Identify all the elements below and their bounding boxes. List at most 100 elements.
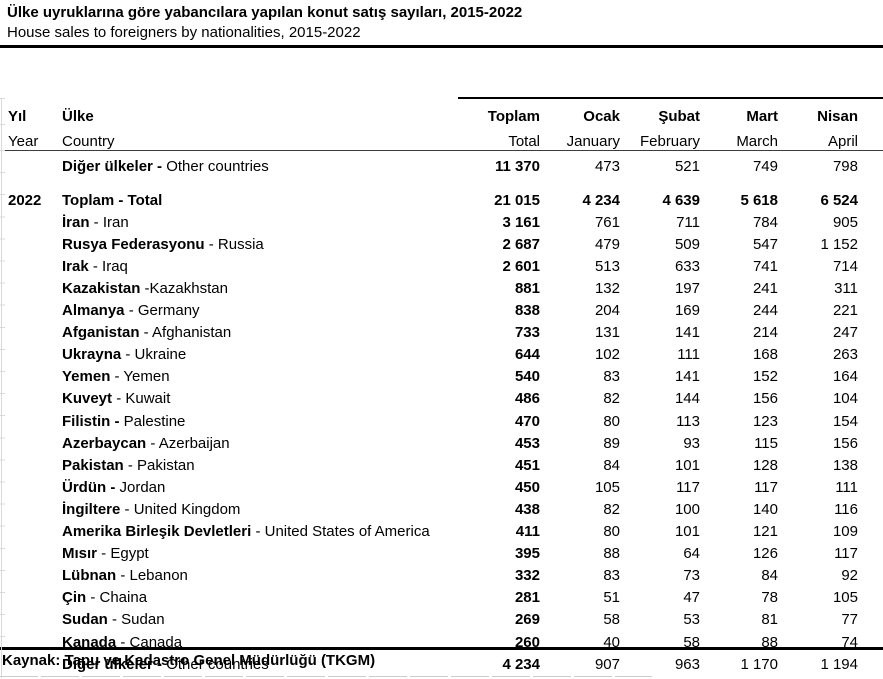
table-row: İran - Iran 3 161 761 711 784 905 [0,211,883,233]
country-name-turkish: Kazakistan [62,280,141,298]
spacer-cell [858,587,883,609]
country-cell: Toplam - Total [62,177,458,211]
year-cell [0,344,62,366]
value-cell-february: 963 [674,655,700,673]
table-body: Diğer ülkeler - Other countries 11 370 4… [0,155,883,675]
page-subtitle: House sales to foreigners by nationaliti… [7,24,361,41]
country-name-turkish: Azerbaycan [62,434,147,452]
country-cell: Azerbaycan - Azerbaijan [62,432,458,454]
country-name-english: Jordan [115,478,166,496]
col-header-march-tr: Mart [746,108,778,125]
value-cell-february: 509 [674,235,700,253]
year-cell [0,233,62,255]
value-cell-total: 11 370 [494,157,540,175]
value-cell-february: 73 [683,567,700,585]
value-cell-march: 749 [752,157,778,175]
col-header-april-en: April [827,133,858,150]
table-row: Kazakistan -Kazakhstan 881 132 197 241 3… [0,277,883,299]
value-cell-january: 88 [603,545,620,563]
year-cell [0,454,62,476]
value-cell-january: 4 234 [582,191,620,209]
spacer-cell [858,498,883,520]
value-cell-january: 82 [603,500,620,518]
country-name-turkish: İran [62,213,90,231]
table-row: Amerika Birleşik Devletleri - United Sta… [0,521,883,543]
value-cell-total: 838 [514,302,540,320]
country-name-english: Other countries [162,655,269,673]
value-cell-march: 88 [761,633,778,651]
value-cell-february: 197 [674,280,700,298]
value-cell-total: 453 [514,434,540,452]
table-row: Rusya Federasyonu - Russia 2 687 479 509… [0,233,883,255]
year-cell [0,410,62,432]
country-name-turkish: Irak [62,257,89,275]
col-header-country-en: Country [62,133,115,150]
value-cell-april: 714 [832,257,858,275]
value-cell-march: 115 [754,434,778,452]
value-cell-february: 141 [674,324,700,342]
table-row: Azerbaycan - Azerbaijan 453 89 93 115 15… [0,432,883,454]
value-cell-total: 4 234 [502,655,540,673]
value-cell-total: 644 [514,346,540,364]
year-cell [0,587,62,609]
spacer-cell [858,410,883,432]
country-name-english: - Afghanistan [139,324,232,342]
col-header-total-tr: Toplam [487,108,540,125]
col-header-january-tr: Ocak [583,108,620,125]
value-cell-april: 164 [832,368,858,386]
value-cell-april: 109 [832,523,858,541]
value-cell-april: 1 152 [820,235,858,253]
table-row: Kuveyt - Kuwait 486 82 144 156 104 [0,388,883,410]
value-cell-april: 117 [834,545,858,563]
spacer-cell [858,521,883,543]
value-cell-january: 105 [594,478,620,496]
value-cell-january: 83 [603,368,620,386]
year-cell [0,300,62,322]
value-cell-april: 247 [832,324,858,342]
value-cell-january: 473 [594,157,620,175]
numeric-columns-top-rule [458,97,883,99]
value-cell-april: 311 [834,280,858,298]
value-cell-january: 479 [594,235,620,253]
value-cell-march: 140 [752,500,778,518]
value-cell-april: 905 [832,213,858,231]
value-cell-april: 263 [832,346,858,364]
country-name-english: - Iran [89,213,129,231]
year-cell [0,155,62,177]
spacer-cell [858,565,883,587]
value-cell-february: 521 [674,157,700,175]
country-name-turkish: Pakistan [62,456,124,474]
sales-table: Yıl Ülke Toplam Ocak Şubat Mart Nisan Ye… [0,98,883,675]
year-cell [0,388,62,410]
value-cell-total: 881 [514,280,540,298]
value-cell-march: 168 [752,346,778,364]
value-cell-total: 269 [514,611,540,629]
value-cell-february: 101 [674,523,700,541]
table-header: Yıl Ülke Toplam Ocak Şubat Mart Nisan Ye… [0,98,883,155]
value-cell-total: 2 687 [502,235,540,253]
country-name-english: -Kazakhstan [140,280,228,298]
header-row-english: Year Country Total January February Marc… [0,125,883,155]
spacer-cell [858,155,883,177]
country-name-english: - Ukraine [121,346,187,364]
country-name-turkish: Kuveyt [62,390,113,408]
country-name-turkish: Sudan [62,611,108,629]
country-name-turkish: Çin [62,589,87,607]
country-cell: Mısır - Egypt [62,543,458,565]
table-row: Filistin - Palestine 470 80 113 123 154 [0,410,883,432]
table-row: Sudan - Sudan 269 58 53 81 77 [0,609,883,631]
top-rule [0,45,883,48]
value-cell-january: 80 [603,523,620,541]
header-separator-rule [0,150,883,152]
table-row: Yemen - Yemen 540 83 141 152 164 [0,366,883,388]
col-header-year-en: Year [8,133,39,150]
value-cell-january: 102 [594,346,620,364]
value-cell-february: 64 [683,545,700,563]
country-cell: Ürdün - Jordan [62,476,458,498]
value-cell-total: 21 015 [494,191,540,209]
value-cell-march: 214 [752,324,778,342]
value-cell-january: 132 [594,280,620,298]
value-cell-january: 80 [603,412,620,430]
year-cell [0,322,62,344]
